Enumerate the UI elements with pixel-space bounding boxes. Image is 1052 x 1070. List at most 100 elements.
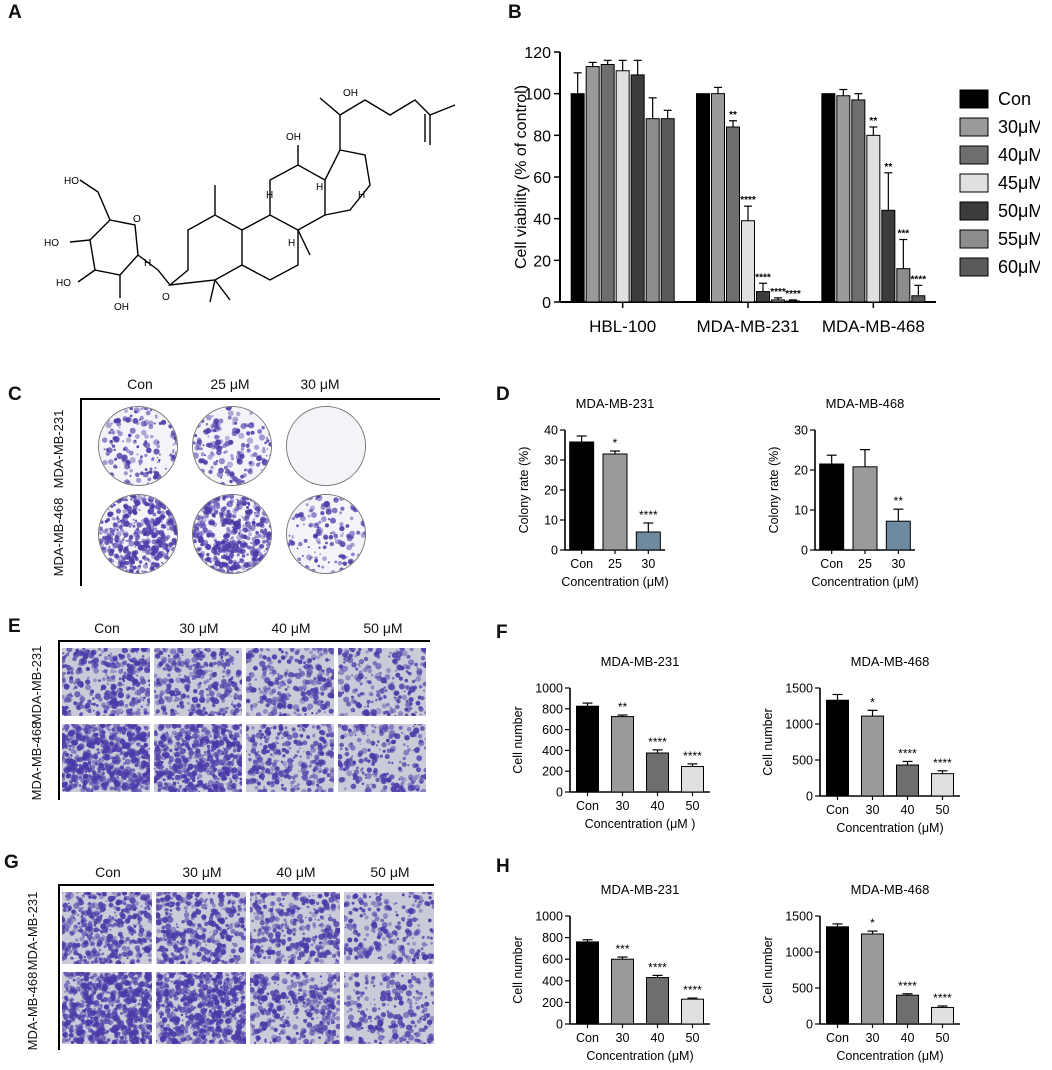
- colony-texture: [193, 407, 271, 485]
- cell-dot: [201, 729, 205, 733]
- cell-dot: [110, 695, 117, 702]
- cell-dot: [125, 766, 131, 772]
- cell-dot: [321, 565, 325, 569]
- cell-dot: [129, 468, 133, 473]
- cell-dot: [121, 648, 128, 654]
- cell-dot: [92, 729, 95, 733]
- cell-dot: [133, 697, 139, 703]
- cell-dot: [122, 549, 127, 554]
- legend-label: 40μM: [998, 145, 1040, 165]
- cell-dot: [211, 415, 214, 418]
- cell-dot: [108, 536, 112, 540]
- cell-dot: [69, 761, 76, 768]
- cell-dot: [144, 453, 148, 457]
- cell-dot: [246, 725, 250, 731]
- cell-dot: [331, 669, 334, 675]
- cell-dot: [156, 510, 162, 515]
- cell-dot: [111, 746, 118, 752]
- cell-dot: [123, 513, 129, 519]
- cell-dot: [87, 756, 93, 762]
- cell-dot: [203, 680, 207, 685]
- cell-dot: [259, 699, 264, 704]
- y-axis-label: Cell number: [511, 706, 525, 773]
- cell-dot: [102, 469, 107, 475]
- cell-dot: [177, 526, 178, 530]
- cell-dot: [268, 571, 271, 573]
- cell-dot: [68, 679, 74, 684]
- cell-dot: [301, 724, 306, 727]
- cell-dot: [354, 654, 358, 658]
- cell-dot: [134, 546, 137, 548]
- cell-dot: [246, 561, 253, 568]
- cell-dot: [103, 692, 107, 696]
- cell-dot: [142, 540, 145, 543]
- cell-dot: [309, 568, 313, 573]
- cell-dot: [376, 675, 383, 682]
- cell-dot: [148, 498, 151, 502]
- cell-dot: [319, 770, 322, 773]
- x-tick-label: 25: [608, 557, 622, 571]
- cell-dot: [205, 544, 212, 550]
- cell-dot: [270, 559, 271, 563]
- cell-dot: [70, 694, 73, 698]
- cell-dot: [259, 528, 265, 534]
- cell-dot: [195, 751, 201, 758]
- cell-dot: [173, 407, 177, 414]
- cell-dot: [295, 566, 302, 572]
- structure-label: HO: [64, 176, 79, 187]
- cell-dot: [113, 522, 116, 525]
- cell-dot: [74, 924, 78, 928]
- cell-dot: [200, 503, 203, 505]
- cell-dot: [94, 753, 97, 756]
- cell-dot: [175, 569, 177, 573]
- cell-dot: [228, 552, 234, 558]
- cell-dot: [217, 777, 220, 780]
- cell-dot: [328, 659, 330, 662]
- cell-dot: [217, 553, 220, 556]
- cell-dot: [375, 698, 378, 702]
- cell-dot: [260, 524, 265, 529]
- cell-dot: [313, 774, 319, 780]
- cell-dot: [102, 437, 108, 443]
- cell-dot: [95, 704, 99, 707]
- cell-dot: [328, 730, 331, 734]
- cell-dot: [158, 698, 165, 705]
- cell-dot: [223, 563, 225, 565]
- cell-dot: [266, 551, 271, 556]
- cell-dot: [257, 700, 260, 704]
- cell-dot: [128, 510, 133, 515]
- cell-dot: [168, 526, 173, 531]
- cell-dot: [143, 951, 145, 954]
- cell-dot: [277, 760, 280, 762]
- cell-dot: [251, 556, 256, 561]
- cell-dot: [266, 448, 269, 451]
- cell-dot: [302, 750, 305, 753]
- cell-dot: [346, 544, 352, 551]
- cell-dot: [266, 561, 271, 568]
- bar: [866, 134, 881, 303]
- cell-dot: [144, 520, 150, 526]
- cell-dot: [91, 726, 94, 728]
- cell-dot: [248, 422, 255, 429]
- cell-dot: [177, 496, 178, 498]
- cell-dot: [308, 664, 312, 668]
- cell-dot: [288, 694, 292, 697]
- cell-dot: [261, 503, 268, 509]
- cell-dot: [256, 732, 259, 736]
- cell-dot: [417, 724, 421, 726]
- cell-dot: [74, 761, 77, 764]
- cell-dot: [145, 537, 151, 544]
- cell-dot: [251, 545, 255, 550]
- cell-dot: [249, 412, 253, 416]
- cell-dot: [237, 540, 242, 545]
- cell-dot: [232, 711, 237, 716]
- chart-title: MDA-MB-231: [601, 654, 680, 669]
- cell-dot: [220, 657, 223, 660]
- bar: [771, 299, 785, 303]
- cell-dot: [345, 524, 350, 528]
- cell-dot: [218, 546, 222, 549]
- cell-dot: [104, 764, 111, 771]
- cell-dot: [240, 564, 247, 571]
- cell-dot: [110, 675, 116, 680]
